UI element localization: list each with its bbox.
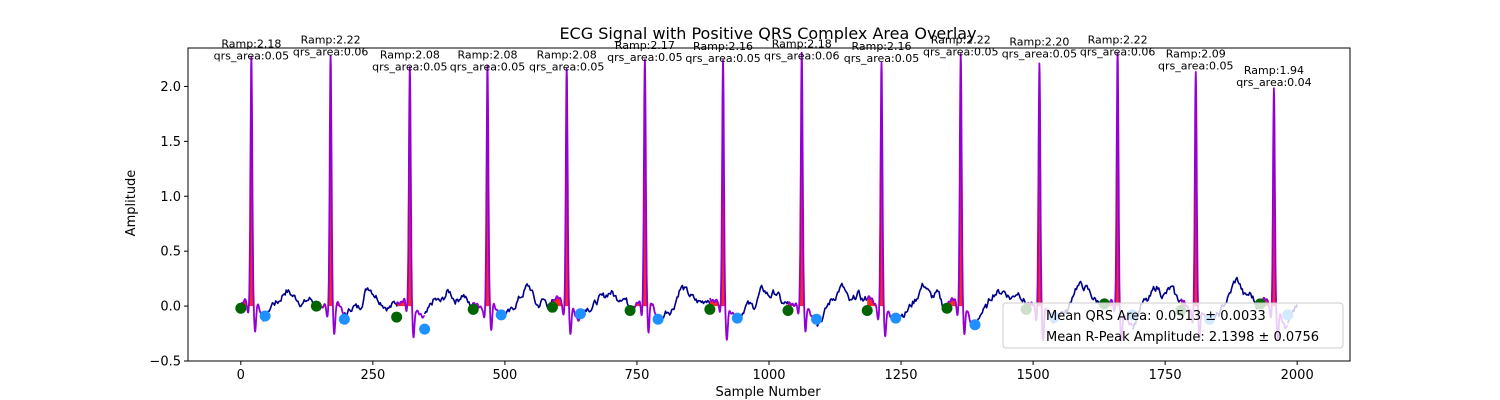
qrs-offset-marker-8 bbox=[811, 313, 823, 325]
peak-label-area-6: qrs_area:0.05 bbox=[607, 51, 682, 64]
qrs-offset-marker-10 bbox=[969, 319, 981, 331]
ecg-signal-line bbox=[579, 289, 632, 319]
peak-label-area-5: qrs_area:0.05 bbox=[529, 61, 604, 74]
ecg-signal-line bbox=[423, 288, 474, 315]
qrs-onset-marker-5 bbox=[546, 301, 558, 313]
peak-label-area-1: qrs_area:0.05 bbox=[214, 50, 289, 63]
y-tick-label-4: 1.5 bbox=[160, 135, 181, 150]
peak-label-area-8: qrs_area:0.06 bbox=[764, 50, 839, 63]
peak-label-amp-11: Ramp:2.20 bbox=[1009, 35, 1069, 48]
y-axis-label: Amplitude bbox=[124, 170, 139, 237]
qrs-segment-line-7 bbox=[709, 59, 739, 341]
y-tick-label-2: 0.5 bbox=[160, 245, 181, 260]
y-tick-label-3: 1.0 bbox=[160, 190, 181, 205]
peak-label-area-7: qrs_area:0.05 bbox=[685, 52, 760, 65]
peak-label-amp-3: Ramp:2.08 bbox=[380, 49, 440, 62]
peak-label-area-12: qrs_area:0.06 bbox=[1080, 45, 1155, 58]
peak-label-area-11: qrs_area:0.05 bbox=[1002, 47, 1077, 60]
ecg-signal-line bbox=[500, 283, 554, 318]
qrs-segment-line-3 bbox=[395, 66, 426, 339]
qrs-segment-line-8 bbox=[787, 51, 818, 333]
peak-label-area-3: qrs_area:0.05 bbox=[372, 61, 447, 74]
qrs-segment-line-4 bbox=[472, 64, 502, 331]
qrs-onset-marker-3 bbox=[391, 311, 403, 323]
qrs-offset-marker-9 bbox=[890, 312, 902, 324]
y-tick-label-0: −0.5 bbox=[149, 355, 181, 370]
ecg-signal-line bbox=[657, 284, 711, 324]
qrs-onset-marker-4 bbox=[467, 303, 479, 315]
x-tick-label-2000: 2000 bbox=[1281, 368, 1314, 383]
qrs-onset-marker-8 bbox=[782, 304, 794, 316]
peak-label-amp-5: Ramp:2.08 bbox=[537, 49, 597, 62]
legend-box bbox=[1002, 302, 1344, 349]
legend-entry-qrs-area: Mean QRS Area: 0.0513 ± 0.0033 bbox=[1046, 309, 1266, 324]
qrs-offset-marker-4 bbox=[495, 309, 507, 321]
x-tick-label-0: 0 bbox=[237, 368, 245, 383]
x-tick-label-1000: 1000 bbox=[752, 368, 785, 383]
qrs-offset-marker-6 bbox=[652, 313, 664, 325]
qrs-offset-marker-2 bbox=[338, 313, 350, 325]
axes: 0 250 500 750 1000 1250 1500 1750 2000 −0.5 0.0 0.5… bbox=[149, 47, 1351, 383]
peak-label-amp-1: Ramp:2.18 bbox=[221, 38, 281, 51]
peak-label-amp-10: Ramp:2.22 bbox=[931, 33, 991, 46]
x-tick-label-250: 250 bbox=[360, 368, 385, 383]
peak-label-area-13: qrs_area:0.05 bbox=[1158, 60, 1233, 73]
qrs-onset-marker-6 bbox=[624, 304, 636, 316]
y-tick-label-5: 2.0 bbox=[160, 80, 181, 95]
qrs-offset-marker-3 bbox=[419, 323, 431, 335]
plot-clip-group bbox=[235, 51, 1298, 342]
ecg-signal-line bbox=[974, 288, 1028, 325]
ecg-signal-line bbox=[736, 284, 789, 321]
peak-label-amp-7: Ramp:2.16 bbox=[693, 40, 753, 53]
qrs-area-fill-14 bbox=[1260, 88, 1288, 307]
x-tick-label-500: 500 bbox=[492, 368, 517, 383]
qrs-offset-marker-1 bbox=[259, 310, 271, 322]
qrs-segment-line-1 bbox=[239, 55, 266, 333]
qrs-onset-marker-7 bbox=[704, 303, 716, 315]
ecg-signal-line bbox=[816, 282, 868, 327]
peak-label-amp-6: Ramp:2.17 bbox=[615, 39, 675, 52]
x-axis-label: Sample Number bbox=[715, 385, 821, 400]
qrs-onset-marker-2 bbox=[310, 300, 322, 312]
peak-label-area-10: qrs_area:0.05 bbox=[923, 45, 998, 58]
peak-label-amp-8: Ramp:2.18 bbox=[772, 38, 832, 51]
qrs-area-fill-9 bbox=[867, 62, 896, 307]
peak-label-amp-13: Ramp:2.09 bbox=[1166, 48, 1226, 61]
legend-entry-r-amplitude: Mean R-Peak Amplitude: 2.1398 ± 0.0756 bbox=[1046, 330, 1319, 345]
peak-label-area-9: qrs_area:0.05 bbox=[844, 52, 919, 65]
qrs-onset-marker-1 bbox=[235, 302, 247, 314]
x-tick-label-1500: 1500 bbox=[1017, 368, 1050, 383]
y-tick-label-1: 0.0 bbox=[160, 300, 181, 315]
qrs-offset-marker-7 bbox=[731, 312, 743, 324]
peak-label-amp-12: Ramp:2.22 bbox=[1088, 33, 1148, 46]
ecg-signal-line bbox=[895, 282, 949, 320]
chart-title: ECG Signal with Positive QRS Complex Are… bbox=[559, 24, 976, 43]
ecg-signal-line bbox=[264, 289, 318, 321]
ecg-signal-line bbox=[343, 287, 398, 318]
x-tick-label-1250: 1250 bbox=[884, 368, 917, 383]
legend: Mean QRS Area: 0.0513 ± 0.0033 Mean R-Pe… bbox=[1002, 302, 1344, 349]
qrs-offset-marker-5 bbox=[574, 308, 586, 320]
peak-label-amp-14: Ramp:1.94 bbox=[1244, 64, 1304, 77]
peak-label-area-14: qrs_area:0.04 bbox=[1236, 76, 1311, 89]
peak-label-area-2: qrs_area:0.06 bbox=[293, 45, 368, 58]
peak-label-amp-2: Ramp:2.22 bbox=[301, 33, 361, 46]
x-tick-label-750: 750 bbox=[625, 368, 650, 383]
plot-area: Ramp:2.18qrs_area:0.05Ramp:2.22qrs_area:… bbox=[214, 33, 1312, 342]
qrs-onset-marker-9 bbox=[861, 304, 873, 316]
peak-label-amp-4: Ramp:2.08 bbox=[457, 49, 517, 62]
x-tick-label-1750: 1750 bbox=[1149, 368, 1182, 383]
peak-label-amp-9: Ramp:2.16 bbox=[851, 40, 911, 53]
qrs-onset-marker-10 bbox=[941, 302, 953, 314]
peak-label-area-4: qrs_area:0.05 bbox=[450, 61, 525, 74]
qrs-segment-line-6 bbox=[629, 58, 659, 334]
